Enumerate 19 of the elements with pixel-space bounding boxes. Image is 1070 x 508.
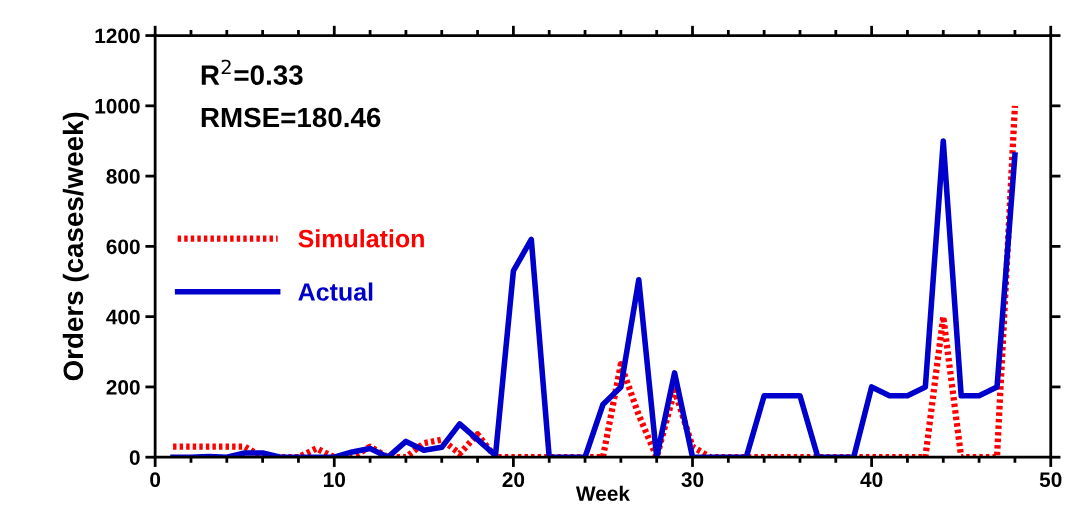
- x-tick-label: 10: [323, 472, 345, 488]
- y-tick-label: 1200: [95, 28, 140, 44]
- x-tick-label: 30: [681, 472, 704, 488]
- x-tick-label: 20: [502, 472, 525, 488]
- annotation: RMSE=180.46: [201, 107, 381, 128]
- annotation: R$^{2}$=0.33: [201, 59, 303, 86]
- y-tick-label: 400: [106, 309, 140, 325]
- x-axis-title: Week: [575, 485, 630, 501]
- y-tick-label: 0: [129, 450, 140, 465]
- x-tick-label: 40: [860, 472, 883, 488]
- x-tick-label: 0: [150, 472, 161, 488]
- y-tick-label: 600: [106, 239, 140, 255]
- y-tick-label: 800: [106, 169, 140, 184]
- y-tick-label: 200: [106, 379, 140, 395]
- legend-label: Actual: [298, 282, 373, 301]
- legend-label: Simulation: [298, 229, 424, 248]
- y-axis-title: Orders (cases/week): [62, 112, 89, 381]
- x-tick-label: 50: [1039, 472, 1062, 488]
- y-tick-label: 1000: [95, 98, 140, 114]
